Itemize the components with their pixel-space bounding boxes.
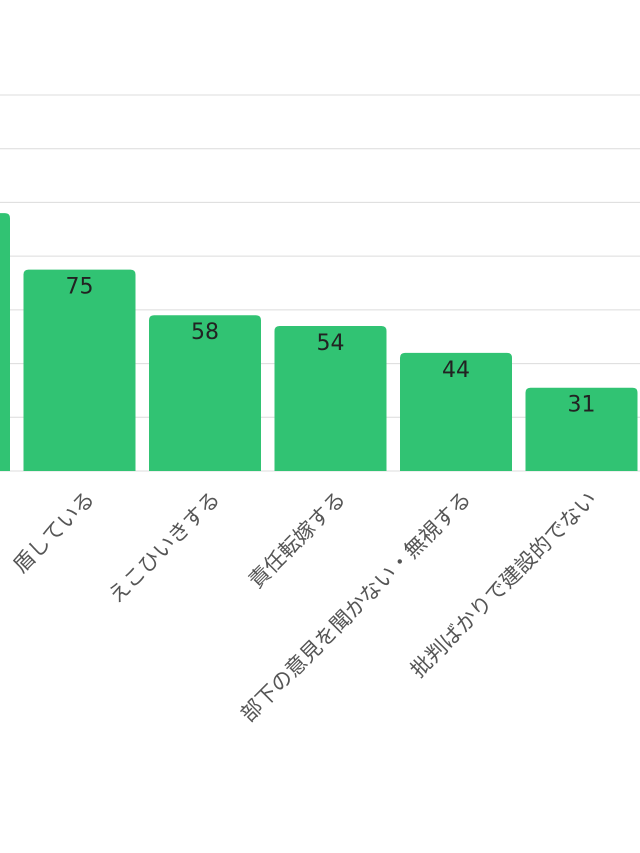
value-label: 75	[66, 275, 94, 300]
x-tick-label: 盾している	[9, 487, 100, 578]
x-tick-label: 責任転嫁する	[244, 487, 350, 593]
bar	[149, 315, 261, 471]
value-label: 58	[191, 320, 219, 345]
value-label: 44	[442, 358, 470, 383]
bar	[400, 352, 512, 471]
x-tick-label: 部下の意見を聞かない・無視する	[236, 487, 476, 727]
bar	[0, 213, 10, 471]
value-label: 54	[317, 331, 345, 356]
bar	[274, 325, 387, 471]
bar	[525, 387, 638, 471]
bar	[23, 269, 136, 471]
value-label: 31	[568, 393, 596, 418]
x-tick-label: えこひいきする	[104, 487, 225, 608]
